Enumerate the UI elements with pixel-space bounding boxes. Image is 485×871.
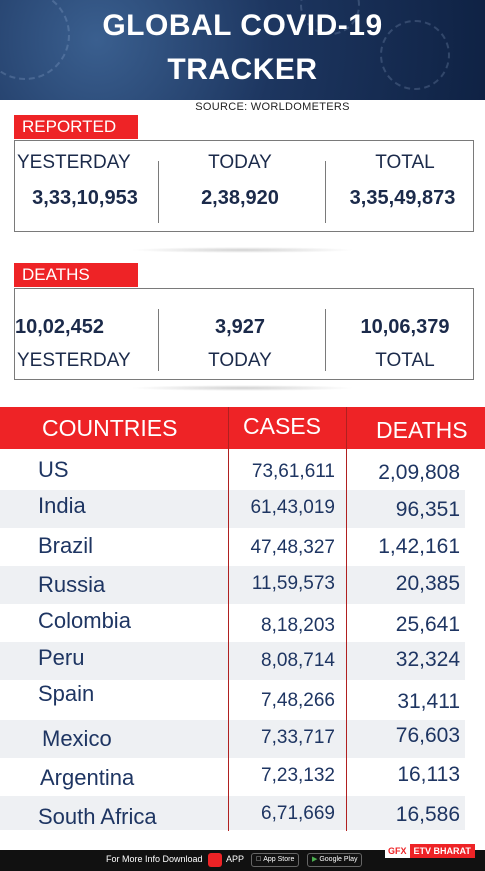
divider: [325, 161, 326, 223]
app-store-label: App Store: [256, 856, 294, 863]
divider: [325, 309, 326, 371]
header-cases: CASES: [243, 413, 321, 439]
cases-value: 61,43,019: [250, 497, 335, 518]
header-deaths: DEATHS: [376, 417, 468, 443]
table-row: India 61,43,019 96,351: [0, 490, 465, 528]
header-countries: COUNTRIES: [42, 415, 178, 441]
divider: [158, 161, 159, 223]
cases-value: 7,48,266: [261, 690, 335, 711]
cases-value: 11,59,573: [251, 573, 335, 594]
deaths-yesterday-value: 10,02,452: [15, 316, 104, 338]
country-name: Brazil: [38, 533, 94, 558]
reported-total-label: TOTAL: [375, 152, 435, 173]
table-row: US 73,61,611 2,09,808: [0, 452, 465, 490]
table-row: Peru 8,08,714 32,324: [0, 642, 465, 680]
gfx-brand-badge: GFX ETV BHARAT: [385, 844, 475, 858]
footer-info-text: For More Info Download: [106, 854, 203, 864]
source-text: SOURCE: WORLDOMETERS: [195, 101, 350, 113]
country-name: India: [38, 493, 86, 518]
reported-total-value: 3,35,49,873: [349, 187, 456, 209]
deaths-total-label: TOTAL: [375, 350, 435, 371]
divider: [158, 309, 159, 371]
play-icon: ▶: [312, 856, 318, 863]
google-play-label: Google Play: [319, 856, 358, 863]
footer-app-text: APP: [226, 854, 245, 864]
country-name: South Africa: [38, 804, 157, 829]
deaths-value: 16,586: [395, 803, 460, 826]
cases-value: 8,08,714: [261, 650, 335, 671]
cases-value: 73,61,611: [251, 461, 335, 482]
deaths-today-label: TODAY: [208, 350, 272, 371]
cases-value: 8,18,203: [261, 615, 335, 636]
title-line-2: TRACKER: [167, 53, 318, 86]
deaths-value: 2,09,808: [378, 461, 460, 484]
deaths-value: 1,42,161: [378, 535, 460, 558]
country-name: US: [38, 457, 69, 482]
deaths-value: 20,385: [395, 572, 460, 595]
deaths-value: 31,411: [397, 690, 460, 713]
reported-yesterday-value: 3,33,10,953: [32, 187, 138, 209]
deaths-yesterday-label: YESTERDAY: [17, 350, 131, 371]
cases-value: 7,33,717: [261, 727, 335, 748]
country-name: Spain: [38, 681, 95, 706]
cases-value: 47,48,327: [250, 537, 335, 558]
column-divider: [346, 407, 347, 831]
shadow-decor: [130, 247, 355, 253]
header-banner: GLOBAL COVID-19 TRACKER: [0, 0, 485, 100]
deaths-value: 32,324: [395, 648, 460, 671]
gfx-label: GFX: [385, 844, 410, 858]
app-store-badge[interactable]:  App Store: [251, 853, 300, 867]
apple-icon: : [256, 856, 261, 863]
table-row: Colombia 8,18,203 25,641: [0, 604, 465, 642]
table-row: South Africa 6,71,669 16,586: [0, 796, 465, 830]
deaths-value: 25,641: [395, 613, 460, 636]
cases-value: 7,23,132: [261, 765, 335, 786]
brand-label: ETV BHARAT: [409, 844, 475, 858]
country-name: Russia: [38, 572, 106, 597]
cases-value: 6,71,669: [261, 803, 335, 824]
footer-bar: For More Info Download APP  App Store ▶…: [0, 850, 485, 871]
table-row: Mexico 7,33,717 76,603: [0, 720, 465, 758]
table-header: COUNTRIES CASES DEATHS: [0, 407, 485, 449]
deaths-total-value: 10,06,379: [360, 316, 450, 338]
country-name: Colombia: [38, 608, 131, 633]
reported-yesterday-label: YESTERDAY: [17, 152, 131, 173]
deaths-value: 16,113: [397, 763, 460, 786]
reported-today-value: 2,38,920: [201, 187, 279, 209]
google-play-badge[interactable]: ▶ Google Play: [307, 853, 363, 867]
shadow-decor: [130, 385, 355, 391]
deaths-panel: 10,02,452 3,927 10,06,379 YESTERDAY TODA…: [14, 288, 474, 380]
reported-today-label: TODAY: [208, 152, 272, 173]
virus-decor-icon: [380, 20, 450, 90]
column-divider: [228, 407, 229, 831]
country-name: Mexico: [42, 726, 112, 751]
reported-panel: YESTERDAY TODAY TOTAL 3,33,10,953 2,38,9…: [14, 140, 474, 232]
table-row: Brazil 47,48,327 1,42,161: [0, 528, 465, 566]
deaths-tag: DEATHS: [14, 263, 138, 287]
table-row: Spain 7,48,266 31,411: [0, 680, 465, 720]
title-line-1: GLOBAL COVID-19: [102, 9, 383, 42]
table-row: Argentina 7,23,132 16,113: [0, 758, 465, 796]
deaths-value: 76,603: [395, 724, 460, 747]
deaths-today-value: 3,927: [214, 316, 266, 338]
country-name: Argentina: [40, 765, 135, 790]
reported-tag: REPORTED +: [14, 115, 138, 160]
etv-app-icon: [208, 853, 222, 867]
country-name: Peru: [38, 645, 85, 670]
table-row: Russia 11,59,573 20,385: [0, 566, 465, 604]
deaths-value: 96,351: [395, 498, 460, 521]
